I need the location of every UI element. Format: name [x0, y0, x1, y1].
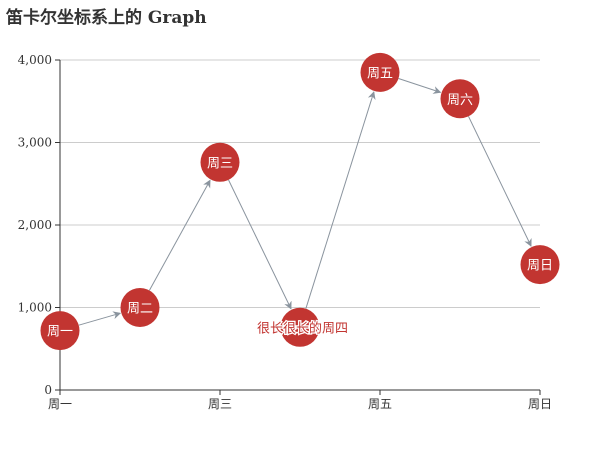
node-label: 周五 — [367, 66, 393, 81]
graph-node — [40, 311, 80, 351]
chart-title: 笛卡尔坐标系上的 Graph — [6, 8, 207, 28]
node-label: 周三 — [207, 156, 233, 171]
x-tick-label: 周一 — [48, 397, 72, 411]
graph-edge — [148, 179, 211, 291]
graph-node — [520, 245, 560, 285]
x-tick-label: 周日 — [528, 397, 552, 411]
graph-node — [200, 142, 240, 182]
x-tick-label: 周三 — [208, 397, 232, 411]
node-label: 周二 — [127, 302, 153, 317]
node-label: 很长很长的周四 — [257, 320, 348, 336]
graph-edge — [305, 91, 376, 309]
graph-node — [360, 52, 400, 92]
x-tick-label: 周五 — [368, 397, 392, 411]
graph-node — [120, 288, 160, 327]
node-label: 周日 — [527, 259, 553, 274]
graph-edge — [468, 116, 532, 247]
graph-edge — [78, 311, 122, 326]
y-tick-label: 4,000 — [18, 53, 52, 67]
graph-edge — [398, 78, 442, 94]
graph-node — [280, 307, 320, 347]
y-tick-label: 3,000 — [18, 136, 52, 150]
y-tick-label: 0 — [44, 383, 52, 397]
node-label: 周一 — [47, 325, 73, 340]
y-tick-label: 1,000 — [18, 301, 52, 315]
graph-edge — [228, 179, 292, 310]
y-tick-label: 2,000 — [18, 218, 52, 232]
graph-node — [440, 79, 480, 119]
node-label: 周六 — [447, 93, 473, 108]
